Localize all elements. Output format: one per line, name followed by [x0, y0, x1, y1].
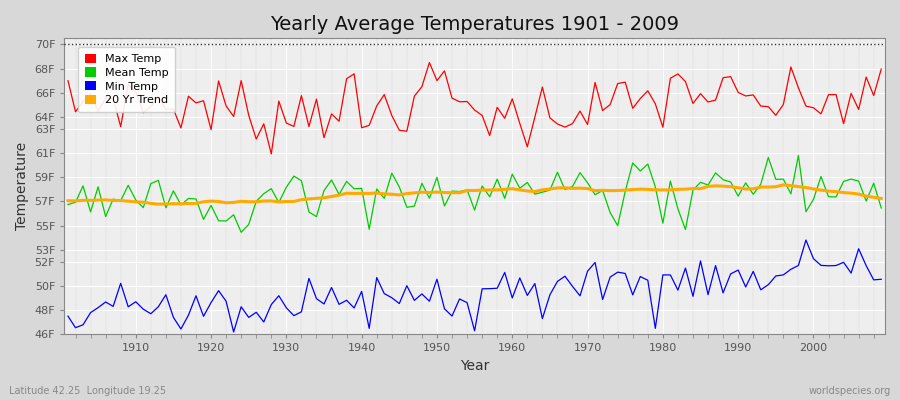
X-axis label: Year: Year [460, 359, 490, 373]
Text: worldspecies.org: worldspecies.org [809, 386, 891, 396]
Text: Latitude 42.25  Longitude 19.25: Latitude 42.25 Longitude 19.25 [9, 386, 166, 396]
Y-axis label: Temperature: Temperature [15, 142, 29, 230]
Legend: Max Temp, Mean Temp, Min Temp, 20 Yr Trend: Max Temp, Mean Temp, Min Temp, 20 Yr Tre… [78, 47, 175, 112]
Title: Yearly Average Temperatures 1901 - 2009: Yearly Average Temperatures 1901 - 2009 [270, 15, 680, 34]
